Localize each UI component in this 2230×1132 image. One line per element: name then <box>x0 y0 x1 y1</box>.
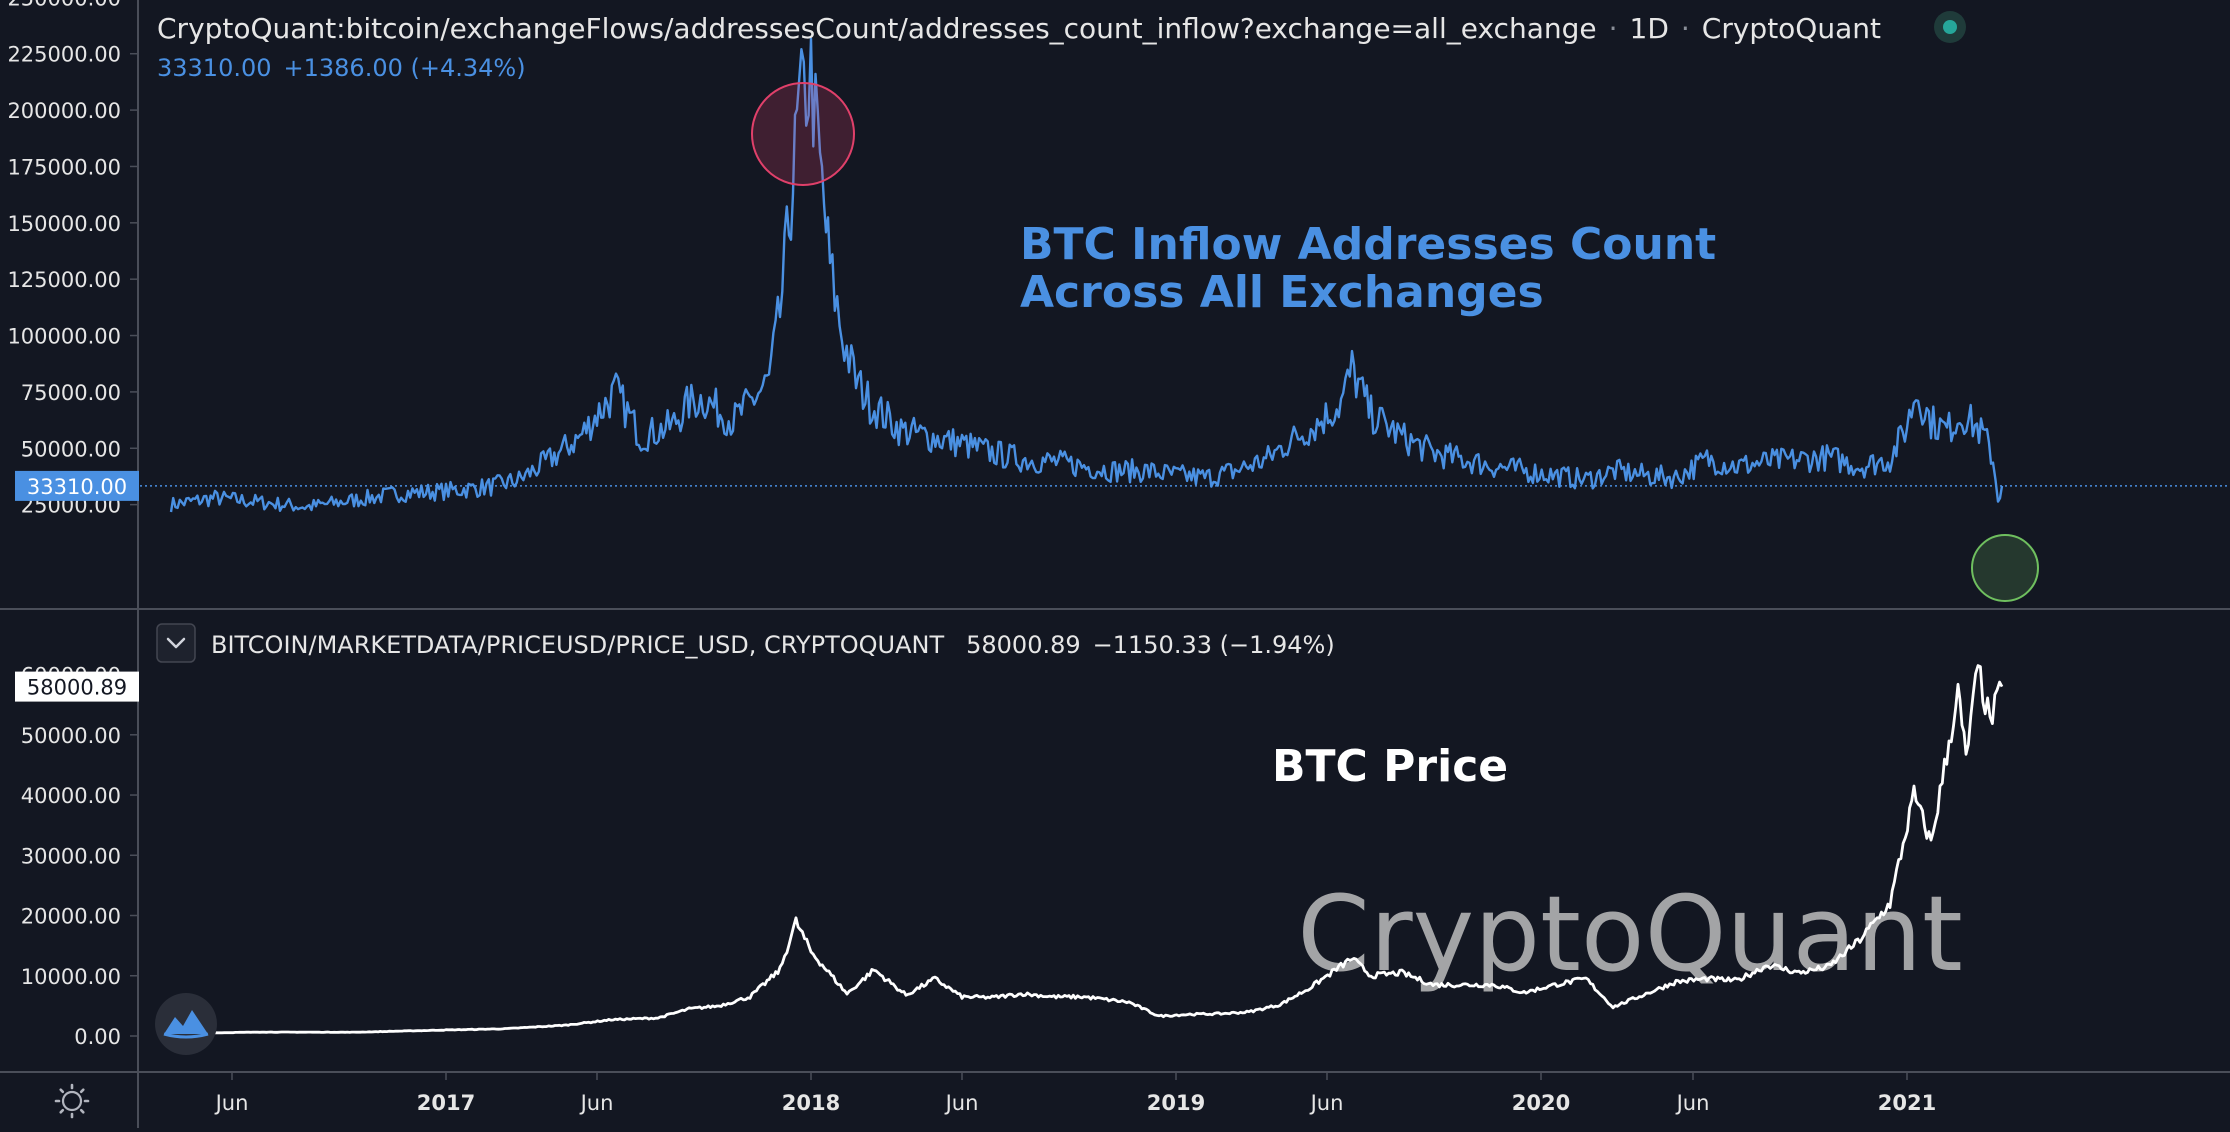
y-tick-label: 125000.00 <box>7 268 121 292</box>
inflow-annotation-line1: BTC Inflow Addresses Count <box>1020 219 1716 270</box>
top-series-values: 33310.00 +1386.00 (+4.34%) <box>157 54 526 82</box>
x-tick-label: 2019 <box>1147 1091 1205 1115</box>
inflow-annotation-line2: Across All Exchanges <box>1020 267 1544 318</box>
y-tick-label: 50000.00 <box>21 724 121 748</box>
x-tick-label: 2021 <box>1878 1091 1936 1115</box>
peak-highlight-circle <box>751 82 855 186</box>
cryptoquant-logo-icon[interactable] <box>155 993 217 1055</box>
x-tick-label: Jun <box>1309 1091 1344 1115</box>
x-tick-label: 2020 <box>1512 1091 1570 1115</box>
low-highlight-circle <box>1971 534 2039 602</box>
bottom-series-title[interactable]: BITCOIN/MARKETDATA/PRICEUSD/PRICE_USD, C… <box>211 631 1335 659</box>
price-tag-text: 58000.89 <box>27 676 127 700</box>
top-series-symbol[interactable]: CryptoQuant:bitcoin/exchangeFlows/addres… <box>157 12 1597 45</box>
top-series-interval[interactable]: 1D <box>1630 12 1669 45</box>
y-tick-label: 175000.00 <box>7 155 121 179</box>
inflow-series-group <box>140 37 2230 513</box>
x-tick-label: 2017 <box>417 1091 475 1115</box>
price-series-line <box>170 664 2004 1035</box>
y-tick-label: 225000.00 <box>7 43 121 67</box>
price-tag-box <box>15 671 139 702</box>
bottom-price-tag: 58000.89 <box>15 671 139 702</box>
x-tick-label: Jun <box>214 1091 249 1115</box>
time-axis[interactable]: Jun 2017 Jun 2018 Jun 2019 Jun 2020 Jun 2021 <box>214 1072 1937 1115</box>
price-tag-text: 33310.00 <box>27 475 127 499</box>
header-separator-2: · <box>1681 12 1690 45</box>
header-separator-1: · <box>1609 12 1618 45</box>
top-change: +1386.00 (+4.34%) <box>284 54 526 82</box>
y-tick-label: 200000.00 <box>7 99 121 123</box>
status-dot-icon[interactable] <box>1934 11 1966 43</box>
x-tick-label: Jun <box>1675 1091 1710 1115</box>
inflow-series-line <box>169 37 2004 513</box>
price-series-group <box>170 664 2004 1035</box>
y-tick-label: 50000.00 <box>21 437 121 461</box>
top-last-value: 33310.00 <box>157 54 272 82</box>
top-y-axis[interactable]: 25000.0050000.0075000.00100000.00125000.… <box>7 0 138 518</box>
collapse-pane-button[interactable] <box>156 623 196 663</box>
y-tick-label: 0.00 <box>74 1025 121 1049</box>
y-tick-label: 100000.00 <box>7 325 121 349</box>
price-annotation: BTC Price <box>1272 741 1508 792</box>
x-tick-label: 2018 <box>782 1091 840 1115</box>
x-tick-label: Jun <box>944 1091 979 1115</box>
bottom-series-symbol[interactable]: BITCOIN/MARKETDATA/PRICEUSD/PRICE_USD, C… <box>211 631 944 659</box>
bottom-change: −1150.33 (−1.94%) <box>1093 631 1335 659</box>
price-tag-box <box>15 470 139 501</box>
y-tick-label: 40000.00 <box>21 784 121 808</box>
gear-icon[interactable] <box>54 1083 90 1119</box>
y-tick-label: 250000.00 <box>7 0 121 10</box>
top-series-title[interactable]: CryptoQuant:bitcoin/exchangeFlows/addres… <box>157 12 1881 45</box>
y-tick-label: 30000.00 <box>21 844 121 868</box>
top-price-tag: 33310.00 <box>15 470 139 501</box>
top-series-source: CryptoQuant <box>1702 12 1881 45</box>
y-tick-label: 150000.00 <box>7 212 121 236</box>
x-tick-label: Jun <box>579 1091 614 1115</box>
bottom-last-value: 58000.89 <box>966 631 1081 659</box>
y-tick-label: 20000.00 <box>21 905 121 929</box>
y-tick-label: 75000.00 <box>21 381 121 405</box>
chevron-down-icon <box>166 637 186 649</box>
y-tick-label: 10000.00 <box>21 965 121 989</box>
